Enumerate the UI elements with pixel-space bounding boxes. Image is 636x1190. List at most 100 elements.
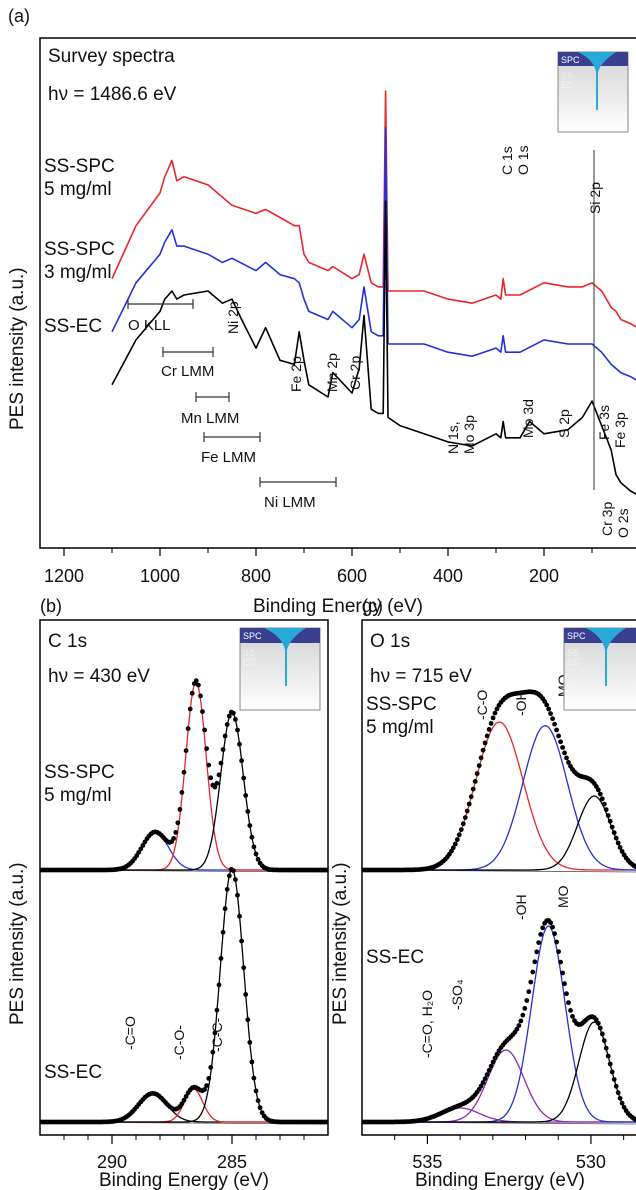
data-point-b-1 xyxy=(245,1017,251,1023)
panel-c-frame xyxy=(361,619,636,1136)
panel-b-sample-spc: SS-SPC 5 mg/ml xyxy=(44,762,120,806)
data-point-c-0 xyxy=(607,818,613,824)
data-point-c-1 xyxy=(593,1017,599,1023)
data-point-c-1 xyxy=(560,970,565,976)
data-point-c-0 xyxy=(562,750,567,756)
panel-a-photon: hν = 1486.6 eV xyxy=(48,84,177,105)
panel-b-label: (b) xyxy=(40,596,62,616)
auger-cr-lmm: Cr LMM xyxy=(161,363,214,380)
label-o-c-o: -C-O xyxy=(474,690,490,720)
sample-label-ss-ec: SS-EC xyxy=(44,316,102,337)
peak-fe3s: Fe 3s xyxy=(596,405,612,440)
data-point-c-0 xyxy=(470,786,476,792)
data-point-b-0 xyxy=(241,775,247,781)
panel-a-ylabel: PES intensity (a.u.) xyxy=(7,267,28,430)
fit-component-b-1-0 xyxy=(40,1092,328,1123)
data-point-c-1 xyxy=(538,932,544,937)
data-point-c-1 xyxy=(550,924,555,930)
label-o-oh: -OH xyxy=(513,690,529,716)
data-point-c-1 xyxy=(568,1008,573,1013)
fit-component-c-1-3 xyxy=(362,1021,636,1123)
data-point-c-0 xyxy=(464,808,470,814)
peak-mn2p: Mn 2p xyxy=(324,353,340,392)
data-point-b-1 xyxy=(231,868,236,874)
data-point-c-0 xyxy=(558,739,563,745)
data-point-b-0 xyxy=(216,772,222,778)
panel-c-sample-ec: SS-EC xyxy=(366,947,424,968)
survey-line-1 xyxy=(111,127,636,381)
data-point-c-1 xyxy=(540,925,546,931)
data-point-c-1 xyxy=(603,1045,609,1051)
data-point-c-1 xyxy=(615,1090,621,1096)
panel-a-survey: (a) Survey spectra hν = 1486.6 eV PES in… xyxy=(7,6,636,617)
panel-b-photon: hν = 430 eV xyxy=(48,666,150,687)
data-point-b-0 xyxy=(138,846,144,852)
data-point-c-0 xyxy=(474,771,480,776)
data-point-c-1 xyxy=(562,981,567,987)
inset-a-ss-text: SS xyxy=(561,102,573,112)
data-point-b-1 xyxy=(214,1007,220,1013)
data-point-b-1 xyxy=(226,873,232,879)
data-point-c-0 xyxy=(488,721,494,726)
panel-b-c1s: (b) C 1s hν = 430 eV PES intensity (a.u.… xyxy=(7,596,329,1190)
data-point-c-1 xyxy=(530,969,536,975)
survey-line-2 xyxy=(111,200,636,496)
inset-c: SPC SS-EC SS xyxy=(563,627,636,711)
data-point-c-1 xyxy=(490,1059,496,1065)
tick-label-b-285: 285 xyxy=(217,1152,247,1172)
label-c-double-o: -C=O xyxy=(122,1016,138,1050)
peak-fe3p: Fe 3p xyxy=(612,412,628,448)
svg-text:SPC: SPC xyxy=(243,631,262,641)
data-point-c-1 xyxy=(611,1077,617,1082)
data-point-c-1 xyxy=(488,1063,494,1069)
data-point-b-0 xyxy=(222,733,228,739)
data-point-b-0 xyxy=(231,710,236,716)
fit-component-c-1-1 xyxy=(362,1049,636,1123)
data-point-b-1 xyxy=(222,906,228,912)
data-point-b-1 xyxy=(241,965,247,971)
fit-component-b-1-2 xyxy=(40,868,328,1123)
data-point-c-1 xyxy=(558,959,563,965)
data-point-c-1 xyxy=(482,1076,488,1081)
data-point-b-0 xyxy=(233,717,238,722)
peak-mo3d: Mo 3d xyxy=(520,399,536,438)
data-point-c-0 xyxy=(494,706,500,712)
panel-b-title: C 1s xyxy=(48,631,87,652)
panel-b-sample-ec: SS-EC xyxy=(44,1062,102,1083)
data-point-c-1 xyxy=(524,998,530,1003)
data-point-b-1 xyxy=(243,992,249,997)
data-point-b-1 xyxy=(257,1105,263,1111)
data-point-c-1 xyxy=(494,1051,500,1057)
sample-label-ss-spc-3: SS-SPC 3 mg/ml xyxy=(44,239,120,283)
data-point-b-1 xyxy=(206,1076,212,1081)
data-point-c-1 xyxy=(526,989,532,995)
panel-c-x-axis: 535 530 xyxy=(394,1135,625,1172)
data-point-c-0 xyxy=(484,733,490,739)
peak-o2s: O 2s xyxy=(615,508,631,538)
data-point-b-1 xyxy=(253,1088,259,1094)
svg-text:SS-EC: SS-EC xyxy=(243,648,258,667)
data-point-b-0 xyxy=(193,678,199,684)
data-point-c-0 xyxy=(452,841,458,847)
label-c-o: -C-O- xyxy=(171,1025,187,1060)
label-o-mo-ec: MO xyxy=(555,885,571,908)
data-point-c-0 xyxy=(554,727,559,733)
data-point-b-0 xyxy=(196,682,201,688)
inset-a-ssec-text: SS-EC xyxy=(561,71,576,90)
tick-label-a-800: 800 xyxy=(241,566,271,586)
data-point-c-1 xyxy=(516,1023,522,1028)
panel-a-x-axis: 1200 1000 800 600 400 200 xyxy=(44,548,593,586)
data-point-c-0 xyxy=(615,840,621,846)
data-point-b-0 xyxy=(202,727,208,733)
data-point-b-1 xyxy=(179,1101,185,1107)
data-point-b-0 xyxy=(204,746,210,751)
data-point-c-0 xyxy=(492,710,498,716)
panel-b-xlabel: Binding Energy (eV) xyxy=(99,1170,269,1190)
data-point-b-0 xyxy=(189,690,195,696)
data-point-b-1 xyxy=(202,1087,208,1092)
label-o-c-double-o-h2o: -C=O, H₂O xyxy=(419,990,435,1058)
fit-component-c-0-1 xyxy=(362,725,636,871)
data-point-c-0 xyxy=(550,716,555,722)
data-point-c-0 xyxy=(490,715,496,721)
data-point-b-1 xyxy=(220,929,226,935)
